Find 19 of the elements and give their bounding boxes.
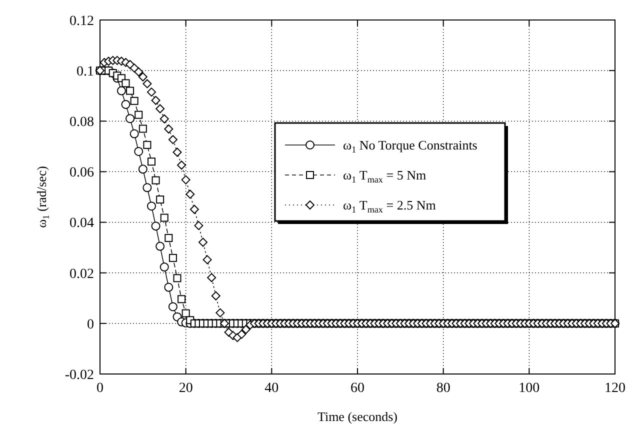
y-tick-label: 0.12 (70, 14, 94, 29)
x-tick-label: 40 (264, 381, 279, 396)
x-axis-title: Time (seconds) (317, 409, 398, 424)
x-tick-label: 100 (518, 381, 540, 396)
y-tick-label: 0.02 (70, 266, 94, 282)
y-tick-label: 0.1 (76, 64, 94, 80)
y-tick-label: -0.02 (64, 368, 94, 383)
x-tick-label: 60 (350, 381, 364, 396)
legend-label: ω$_{1}$ No Torque Constraints (343, 138, 478, 154)
x-tick-label: 80 (436, 381, 450, 396)
legend-label: ω$_{1}$ T$_{max}$ = 2.5 Nm (343, 198, 436, 214)
y-tick-label: 0.04 (70, 216, 94, 232)
y-tick-label: 0 (87, 317, 94, 332)
y-tick-label: 0.08 (70, 115, 94, 130)
legend-label: ω$_{1}$ T$_{max}$ = 5 Nm (343, 168, 426, 184)
x-tick-label: 20 (178, 381, 193, 396)
x-tick-label: 0 (96, 381, 104, 396)
y-tick-label: 0.06 (70, 166, 94, 181)
x-tick-label: 120 (604, 381, 626, 396)
